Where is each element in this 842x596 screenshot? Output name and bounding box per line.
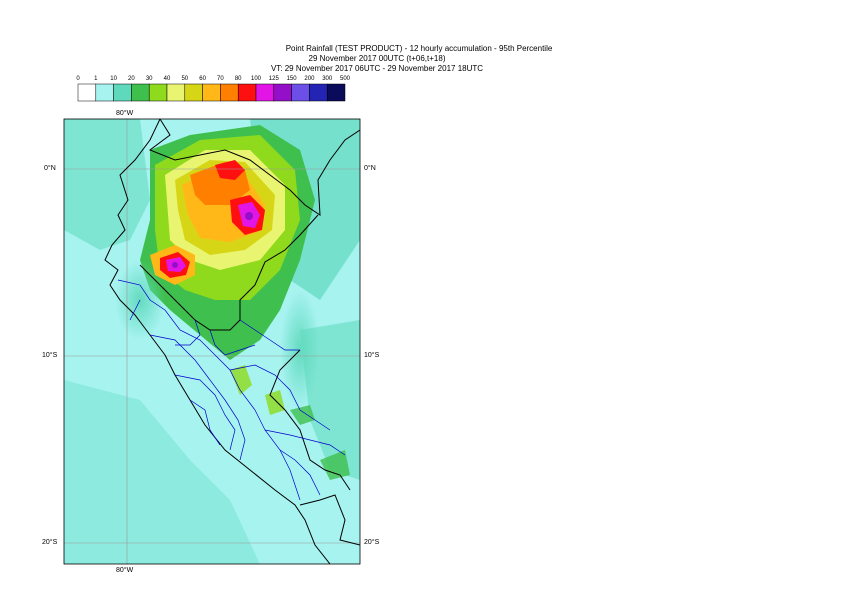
map-frame-content (64, 119, 360, 564)
regional-borders (117, 279, 346, 501)
legend-tick-label: 50 (181, 76, 188, 82)
legend-tick-label: 20 (128, 76, 135, 82)
run-date: 29 November 2017 00UTC (t+06,t+18) (308, 54, 446, 63)
graticule (64, 119, 360, 564)
legend-tick-label: 300 (322, 76, 333, 82)
legend-tick-label: 100 (251, 76, 262, 82)
valid-time: VT: 29 November 2017 06UTC - 29 November… (270, 64, 484, 73)
legend-tick-label: 40 (164, 76, 171, 82)
legend-tick-label: 60 (199, 76, 206, 82)
legend-tick-label: 125 (269, 76, 280, 82)
legend-tick-label: 200 (304, 76, 315, 82)
legend-tick-label: 500 (340, 76, 351, 82)
lat-label-left-10: 10°S (42, 352, 58, 359)
map-border (63, 118, 361, 565)
map-title: Point Rainfall (TEST PRODUCT) - 12 hourl… (285, 44, 553, 53)
legend-swatch (326, 83, 346, 102)
rainfall-field (64, 119, 360, 564)
lat-label-left-20: 20°S (42, 539, 58, 546)
lat-label-right-10: 10°S (364, 352, 380, 359)
lat-label-right-0: 0°N (364, 165, 376, 172)
legend-tick-label: 150 (287, 76, 298, 82)
color-legend: 0 1 10 20 30 40 50 60 70 80 100 125 150 200 300 500 (76, 76, 351, 102)
legend-tick-label: 0 (76, 76, 80, 82)
legend-tick-label: 70 (217, 76, 224, 82)
lon-label-top: 80°W (116, 110, 134, 117)
lat-label-right-20: 20°S (364, 539, 380, 546)
legend-tick-label: 10 (110, 76, 117, 82)
legend-tick-label: 1 (94, 76, 98, 82)
legend-tick-label: 80 (235, 76, 242, 82)
legend-tick-label: 30 (146, 76, 153, 82)
lon-label-bottom: 80°W (116, 567, 134, 574)
lat-label-left-0: 0°N (44, 165, 56, 172)
country-borders (104, 119, 360, 564)
